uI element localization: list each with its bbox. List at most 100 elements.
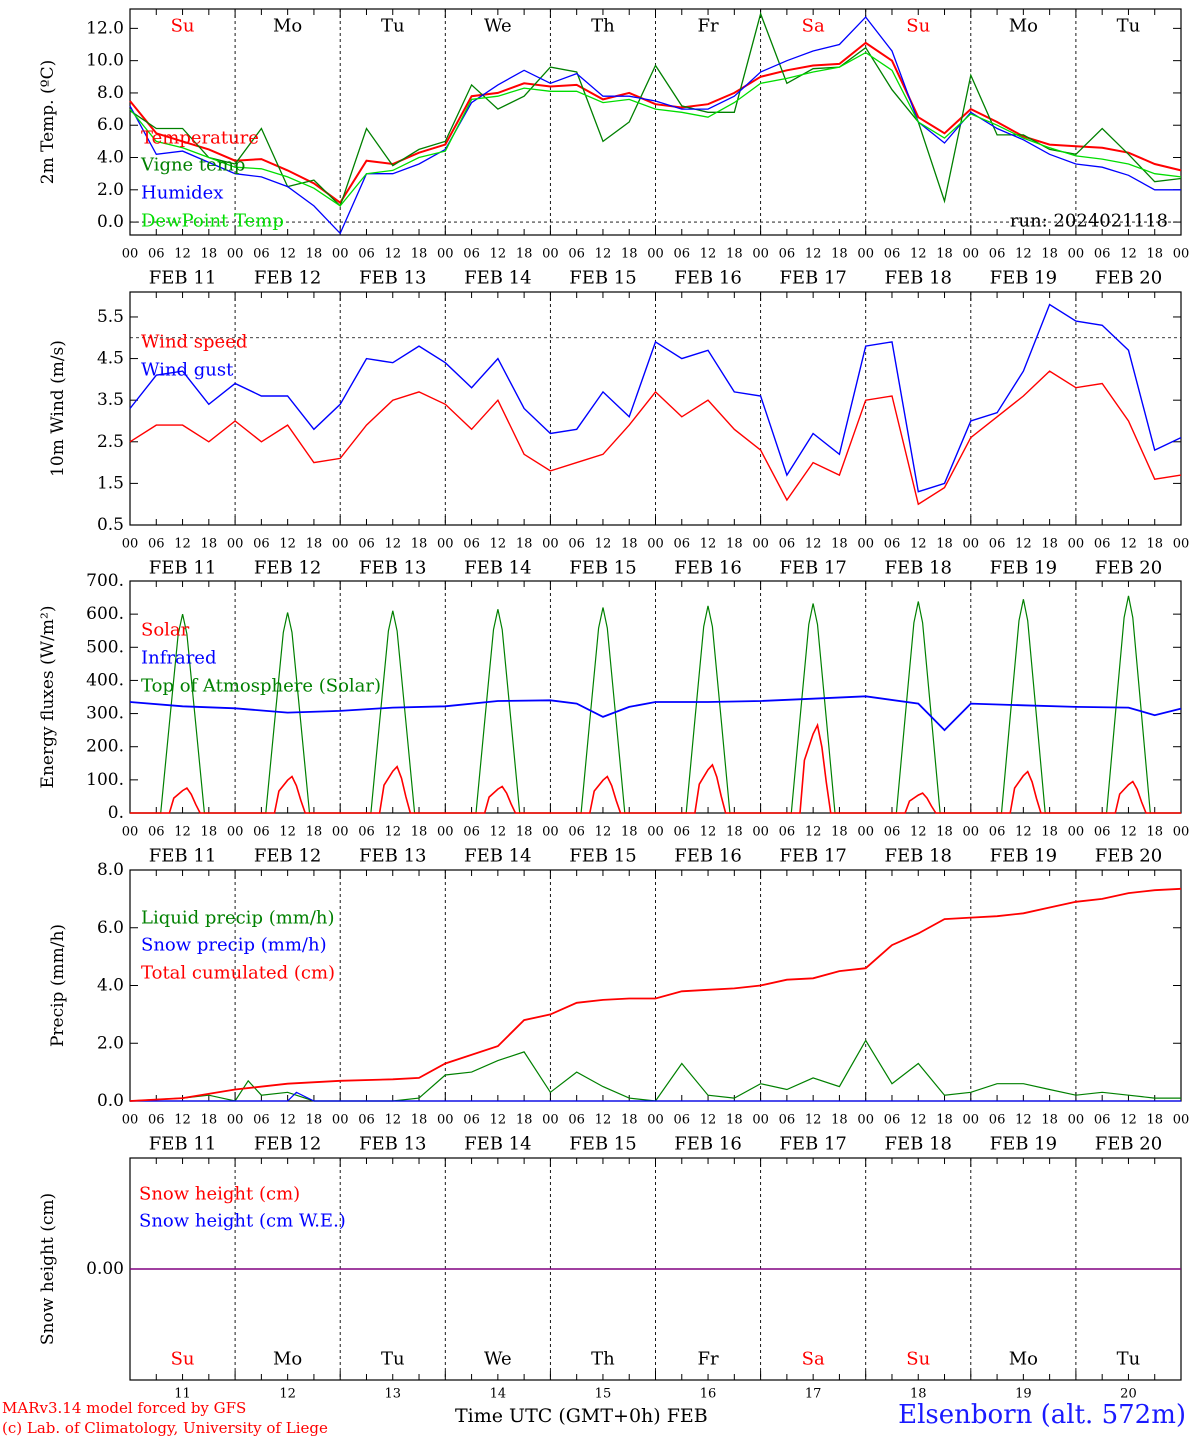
x-date-label: FEB 14 <box>464 846 531 867</box>
x-date-label: FEB 15 <box>569 846 636 867</box>
x-hour-label: 12 <box>1120 537 1137 552</box>
legend-entry: Infrared <box>141 648 216 669</box>
x-date-label: FEB 13 <box>359 268 426 289</box>
x-hour-label: 06 <box>463 1113 480 1128</box>
x-hour-label: 18 <box>1041 1113 1058 1128</box>
x-hour-label: 12 <box>174 247 191 262</box>
x-hour-label: 00 <box>227 1113 244 1128</box>
y-tick-label: 8.0 <box>97 83 124 103</box>
y-tick-label: 5.5 <box>97 307 124 327</box>
day-name-label: Tu <box>381 16 405 37</box>
x-date-label: FEB 12 <box>254 268 321 289</box>
x-hour-label: 00 <box>752 537 769 552</box>
x-hour-label: 00 <box>1173 537 1190 552</box>
x-hour-label: 18 <box>621 537 638 552</box>
series-line <box>129 370 1182 506</box>
x-hour-label: 18 <box>201 537 218 552</box>
x-date-label: FEB 15 <box>569 558 636 579</box>
x-hour-label: 12 <box>279 537 296 552</box>
x-hour-label: 00 <box>227 825 244 840</box>
x-hour-label: 06 <box>674 825 691 840</box>
x-hour-label: 00 <box>332 825 349 840</box>
x-hour-label: 00 <box>227 247 244 262</box>
x-hour-label: 12 <box>700 825 717 840</box>
day-name-label: Su <box>171 16 195 37</box>
x-hour-label: 18 <box>1041 537 1058 552</box>
series-line <box>129 1039 1181 1102</box>
x-hour-label: 18 <box>1146 247 1163 262</box>
x-hour-label: 12 <box>1120 825 1137 840</box>
x-hour-label: 00 <box>332 1113 349 1128</box>
x-hour-label: 00 <box>963 825 980 840</box>
x-date-label: FEB 18 <box>885 268 952 289</box>
x-hour-label: 00 <box>857 1113 874 1128</box>
x-hour-label: 06 <box>568 537 585 552</box>
x-hour-label: 00 <box>752 1113 769 1128</box>
x-hour-label: 12 <box>1015 537 1032 552</box>
x-date-label: FEB 12 <box>254 558 321 579</box>
x-hour-label: 00 <box>332 247 349 262</box>
x-date-label: FEB 16 <box>674 1134 741 1155</box>
x-date-label: FEB 17 <box>779 1134 846 1155</box>
x-date-label: FEB 19 <box>990 268 1057 289</box>
x-date-label: FEB 19 <box>990 846 1057 867</box>
x-hour-label: 12 <box>805 1113 822 1128</box>
x-hour-label: 18 <box>306 1113 323 1128</box>
x-hour-label: 06 <box>884 247 901 262</box>
x-hour-label: 00 <box>1068 247 1085 262</box>
x-date-label: FEB 13 <box>359 1134 426 1155</box>
x-hour-label: 00 <box>647 1113 664 1128</box>
x-hour-label: 18 <box>1041 825 1058 840</box>
x-date-label: FEB 16 <box>674 268 741 289</box>
x-hour-label: 06 <box>253 825 270 840</box>
series-line <box>129 51 1182 207</box>
x-date-label: FEB 15 <box>569 1134 636 1155</box>
x-hour-label: 18 <box>306 247 323 262</box>
y-axis-label: 2m Temp. (ºC) <box>38 60 58 185</box>
y-axis-label: Snow height (cm) <box>38 1193 58 1345</box>
x-axis-title-text: Time UTC (GMT+0h) <box>455 1405 661 1427</box>
bottom-day-number: 12 <box>279 1387 296 1402</box>
station-name: Elsenborn (alt. 572m) <box>898 1400 1186 1430</box>
y-tick-label: 500. <box>86 637 124 657</box>
x-hour-label: 12 <box>910 537 927 552</box>
x-hour-label: 00 <box>963 1113 980 1128</box>
x-hour-label: 00 <box>437 825 454 840</box>
x-date-label: FEB 19 <box>990 558 1057 579</box>
x-hour-label: 18 <box>411 825 428 840</box>
x-hour-label: 00 <box>542 825 559 840</box>
x-hour-label: 18 <box>201 247 218 262</box>
x-date-label: FEB 20 <box>1095 1134 1162 1155</box>
x-hour-label: 18 <box>516 537 533 552</box>
x-date-label: FEB 19 <box>990 1134 1057 1155</box>
model-credit: MARv3.14 model forced by GFS <box>2 1399 247 1417</box>
x-date-label: FEB 17 <box>779 558 846 579</box>
day-name-label: Tu <box>1117 16 1141 37</box>
y-tick-label: 8.0 <box>97 860 124 880</box>
x-hour-label: 12 <box>910 247 927 262</box>
day-name-label: Sa <box>802 16 825 37</box>
x-hour-label: 00 <box>1173 1113 1190 1128</box>
x-hour-label: 06 <box>884 825 901 840</box>
x-hour-label: 12 <box>490 1113 507 1128</box>
x-hour-label: 12 <box>1015 247 1032 262</box>
x-hour-label: 00 <box>963 537 980 552</box>
legend-entry: Solar <box>141 620 190 641</box>
x-hour-label: 18 <box>831 247 848 262</box>
x-hour-label: 06 <box>989 537 1006 552</box>
x-date-label: FEB 12 <box>254 846 321 867</box>
y-tick-label: 0.0 <box>97 212 124 232</box>
y-tick-label: 2.5 <box>97 432 124 452</box>
x-hour-label: 00 <box>963 247 980 262</box>
x-hour-label: 06 <box>674 1113 691 1128</box>
run-annotation: run: 2024021118 <box>1010 211 1168 232</box>
x-hour-label: 06 <box>358 247 375 262</box>
x-hour-label: 00 <box>122 537 139 552</box>
legend-entry: Total cumulated (cm) <box>141 963 335 984</box>
series-line <box>129 16 1181 235</box>
x-hour-label: 06 <box>148 825 165 840</box>
y-tick-label: 3.5 <box>97 390 124 410</box>
x-hour-label: 06 <box>253 537 270 552</box>
y-tick-label: 100. <box>86 770 124 790</box>
